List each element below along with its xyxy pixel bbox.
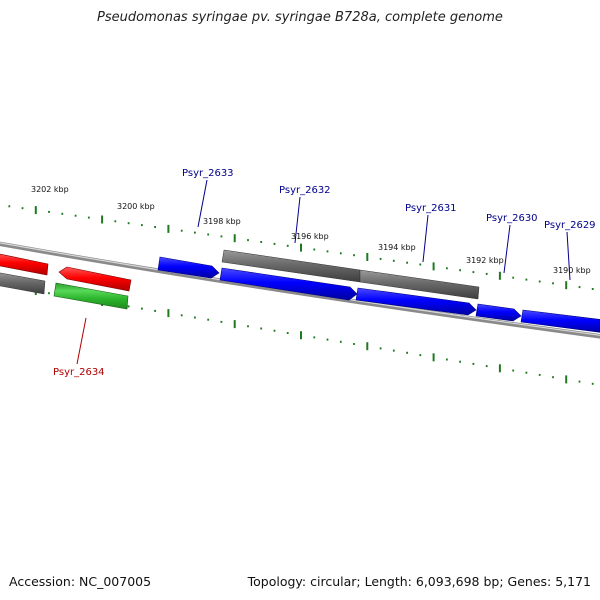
- gene-label[interactable]: Psyr_2630: [486, 213, 538, 224]
- tick-label: 3190 kbp: [553, 266, 591, 275]
- gene-arrow: [355, 287, 477, 316]
- feature-track: [221, 249, 480, 300]
- gene-arrow: [0, 253, 49, 276]
- reverse-track: [0, 253, 132, 310]
- gene-leader-line: [197, 179, 208, 228]
- genome-summary: Topology: circular; Length: 6,093,698 bp…: [247, 574, 591, 589]
- gene-label[interactable]: Psyr_2634: [53, 367, 105, 378]
- gene-leader-line: [294, 196, 301, 244]
- feature-block: [359, 269, 480, 300]
- gene-arrow: [58, 266, 132, 292]
- tick-label: 3194 kbp: [378, 243, 416, 252]
- tick-label: 3192 kbp: [466, 256, 504, 265]
- gene-label[interactable]: Psyr_2632: [279, 185, 331, 196]
- rna-gene: [53, 282, 129, 310]
- map-title: Pseudomonas syringae pv. syringae B728a,…: [97, 10, 503, 25]
- gene-leader-line: [422, 214, 429, 263]
- label-layer: 3202 kbp 3200 kbp 3198 kbp 3196 kbp 3194 kbp…: [31, 168, 596, 378]
- accession-text: Accession: NC_007005: [9, 574, 152, 589]
- gene-label[interactable]: Psyr_2629: [544, 220, 596, 231]
- tick-label: 3202 kbp: [31, 185, 69, 194]
- gene-arrow: [157, 256, 220, 279]
- gene-label[interactable]: Psyr_2633: [182, 168, 234, 179]
- tick-ring-outer: [8, 205, 594, 290]
- tick-label: 3200 kbp: [117, 202, 155, 211]
- gene-arrow: [219, 267, 358, 301]
- gene-leader-line: [503, 224, 511, 274]
- gene-leader-line: [566, 231, 571, 281]
- gene-leader-line: [76, 317, 87, 365]
- gene-arrow: [520, 309, 600, 333]
- tick-label: 3198 kbp: [203, 217, 241, 226]
- gene-label[interactable]: Psyr_2631: [405, 203, 457, 214]
- gene-arrow: [475, 303, 522, 322]
- tick-label: 3196 kbp: [291, 232, 329, 241]
- forward-track: [157, 256, 600, 333]
- feature-block: [0, 272, 46, 295]
